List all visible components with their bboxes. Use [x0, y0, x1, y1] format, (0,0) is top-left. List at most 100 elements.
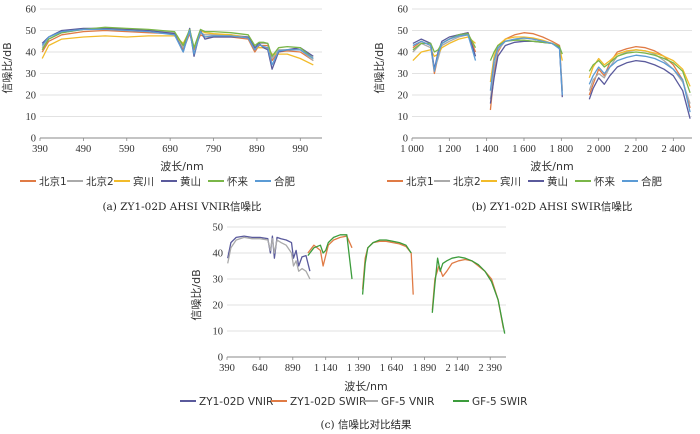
series-line-4: [489, 40, 563, 104]
chart-panel-b: 0 10 20 30 40 50 60 1 000 1 200 1 400 1 600 1 800 2 …: [373, 5, 692, 213]
legend-label: GF-5 VNIR: [381, 396, 434, 408]
legend-label: ZY1-02D VNIR: [199, 396, 273, 408]
x-axis-label-c: 波长/nm: [344, 380, 387, 393]
series-line-4: [588, 59, 691, 119]
series-line-3: [588, 49, 691, 87]
y-tick-label: 10: [26, 112, 37, 123]
series-line-3: [412, 36, 476, 62]
grid-c: [227, 226, 506, 332]
x-tick-label: 390: [219, 363, 235, 374]
series-line-5: [41, 26, 314, 59]
x-tick-label: 1 600: [512, 144, 536, 155]
chart-panel-a: 0 10 20 30 40 50 60 390 490 590 690 790 890 990 信噪比/d…: [1, 5, 322, 213]
y-tick-label: 30: [26, 69, 37, 80]
x-tick-label: 590: [119, 144, 135, 155]
y-tick-label: 10: [398, 112, 409, 123]
series-line-3: [227, 236, 311, 280]
series-line-3: [41, 29, 314, 66]
ticks-c: 0 10 20 30 40 50 390 640 890 1 140 1 390 1 640 1 890…: [213, 223, 503, 375]
series-b: [412, 32, 691, 119]
y-tick-label: 10: [213, 327, 224, 338]
x-tick-label: 1 640: [380, 363, 404, 374]
axes-b: [411, 137, 692, 141]
axes-c: [226, 356, 506, 360]
legend-b: 北京1 北京2 宾川 黄山 怀来 合肥: [387, 175, 662, 188]
x-tick-label: 2 000: [587, 144, 611, 155]
x-tick-label: 1 390: [347, 363, 371, 374]
y-axis-label-c: 信噪比/dB: [190, 269, 203, 320]
series-c: [227, 234, 506, 334]
y-axis-label-b: 信噪比/dB: [373, 42, 386, 93]
series-line-4: [412, 32, 477, 70]
legend-label: 合肥: [641, 175, 662, 188]
y-tick-label: 0: [403, 134, 408, 145]
y-axis-label-a: 信噪比/dB: [1, 42, 14, 93]
series-line-5: [412, 33, 477, 53]
series-line-1: [588, 45, 691, 109]
x-axis-label-b: 波长/nm: [530, 160, 573, 173]
series-line-2: [361, 240, 414, 295]
chart-panel-c: 0 10 20 30 40 50 390 640 890 1 140 1 390 1 640 1 890…: [180, 223, 527, 431]
legend-label: 怀来: [594, 176, 615, 188]
x-tick-label: 1 400: [475, 144, 499, 155]
legend-label: GF-5 SWIR: [472, 396, 527, 408]
series-line-4: [361, 239, 412, 295]
legend-label: 黄山: [180, 175, 201, 188]
x-tick-label: 990: [292, 144, 308, 155]
x-tick-label: 2 400: [662, 144, 686, 155]
y-tick-label: 20: [213, 301, 224, 312]
x-tick-label: 640: [252, 363, 268, 374]
series-line-1: [412, 32, 477, 75]
series-line-6: [41, 28, 314, 66]
y-tick-label: 50: [26, 26, 37, 37]
legend-a: 北京1 北京2 宾川 黄山 怀来 合肥: [20, 175, 295, 188]
x-tick-label: 1 140: [314, 363, 338, 374]
legend-label: 北京2: [453, 175, 481, 188]
series-line-6: [588, 54, 691, 113]
legend-label: 怀来: [227, 176, 248, 188]
caption-c: (c) 信噪比对比结果: [321, 418, 412, 431]
series-line-2: [431, 258, 505, 329]
y-tick-label: 50: [213, 223, 224, 234]
x-tick-label: 890: [249, 144, 265, 155]
legend-label: 北京1: [39, 175, 67, 188]
y-tick-label: 30: [213, 275, 224, 286]
ticks-b: 0 10 20 30 40 50 60 1 000 1 200 1 400 1 600 1 800 2 …: [398, 5, 686, 156]
x-tick-label: 2 140: [445, 363, 469, 374]
y-tick-label: 40: [213, 249, 224, 260]
legend-label: 宾川: [500, 175, 521, 188]
x-tick-label: 1 800: [550, 144, 574, 155]
y-tick-label: 0: [218, 353, 223, 364]
x-tick-label: 490: [76, 144, 92, 155]
series-line-4: [431, 256, 506, 334]
y-tick-label: 20: [398, 91, 409, 102]
x-tick-label: 1 200: [438, 144, 462, 155]
x-tick-label: 790: [206, 144, 222, 155]
axes-a: [39, 137, 322, 141]
series-line-2: [588, 49, 691, 104]
series-line-6: [412, 34, 477, 72]
legend-label: ZY1-02D SWIR: [290, 396, 366, 408]
x-tick-label: 690: [162, 144, 178, 155]
x-tick-label: 390: [32, 144, 48, 155]
y-tick-label: 50: [398, 26, 409, 37]
series-line-4: [307, 234, 353, 280]
series-line-1: [489, 32, 563, 111]
grid-a: [40, 8, 322, 117]
x-tick-label: 2 200: [624, 144, 648, 155]
legend-label: 北京1: [406, 175, 434, 188]
series-line-6: [489, 37, 563, 96]
caption-b: (b) ZY1-02D AHSI SWIR信噪比: [472, 200, 633, 213]
series-line-2: [307, 235, 353, 267]
legend-label: 合肥: [274, 175, 295, 188]
caption-a: (a) ZY1-02D AHSI VNIR信噪比: [102, 200, 261, 213]
ticks-a: 0 10 20 30 40 50 60 390 490 590 690 790 890 990: [26, 5, 309, 156]
grid-b: [412, 8, 692, 117]
y-tick-label: 60: [26, 5, 37, 16]
series-a: [41, 26, 314, 70]
legend-c: ZY1-02D VNIR ZY1-02D SWIR GF-5 VNIR GF-5 SW…: [180, 396, 527, 408]
x-tick-label: 1 000: [400, 144, 424, 155]
y-tick-label: 40: [398, 48, 409, 59]
x-tick-label: 1 890: [413, 363, 437, 374]
x-tick-label: 2 390: [478, 363, 502, 374]
